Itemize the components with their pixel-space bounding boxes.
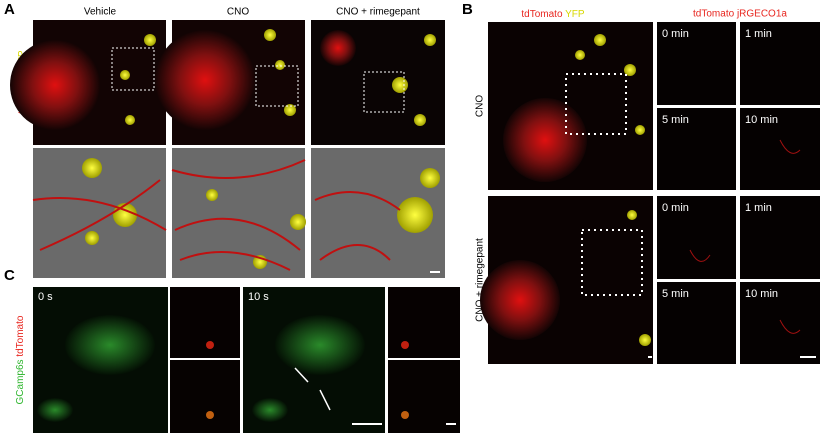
row-label: CNO — [475, 95, 486, 117]
microscopy-images — [33, 287, 460, 433]
label-part: YFP — [565, 9, 585, 20]
column-header: CNO — [227, 7, 249, 18]
microscopy-images — [10, 20, 445, 278]
column-header: tdTomato YFP — [521, 9, 585, 20]
row-label: CNO + rimegepant — [475, 238, 486, 322]
time-label: 1 min — [745, 202, 772, 214]
time-label: 0 s — [38, 291, 53, 303]
time-label: 10 s — [248, 291, 269, 303]
time-label: 0 min — [662, 202, 689, 214]
time-label: 5 min — [662, 114, 689, 126]
time-label: 10 min — [745, 114, 778, 126]
time-label: 1 min — [745, 28, 772, 40]
panel-label: C — [4, 267, 15, 284]
time-label: 0 min — [662, 28, 689, 40]
column-header: CNO + rimegepant — [336, 7, 420, 18]
microscopy-images — [480, 22, 820, 364]
label-part: tdTomato — [15, 315, 26, 357]
column-header: tdTomato jRGECO1a — [693, 9, 787, 20]
label-part: GCamp6s — [15, 359, 26, 404]
column-header: Vehicle — [84, 7, 117, 18]
time-label: 10 min — [745, 288, 778, 300]
panel-label: A — [4, 1, 15, 18]
row-label: GCamp6s tdTomato — [15, 315, 26, 404]
label-part: tdTomato — [521, 9, 563, 20]
time-label: 5 min — [662, 288, 689, 300]
panel-label: B — [462, 1, 473, 18]
